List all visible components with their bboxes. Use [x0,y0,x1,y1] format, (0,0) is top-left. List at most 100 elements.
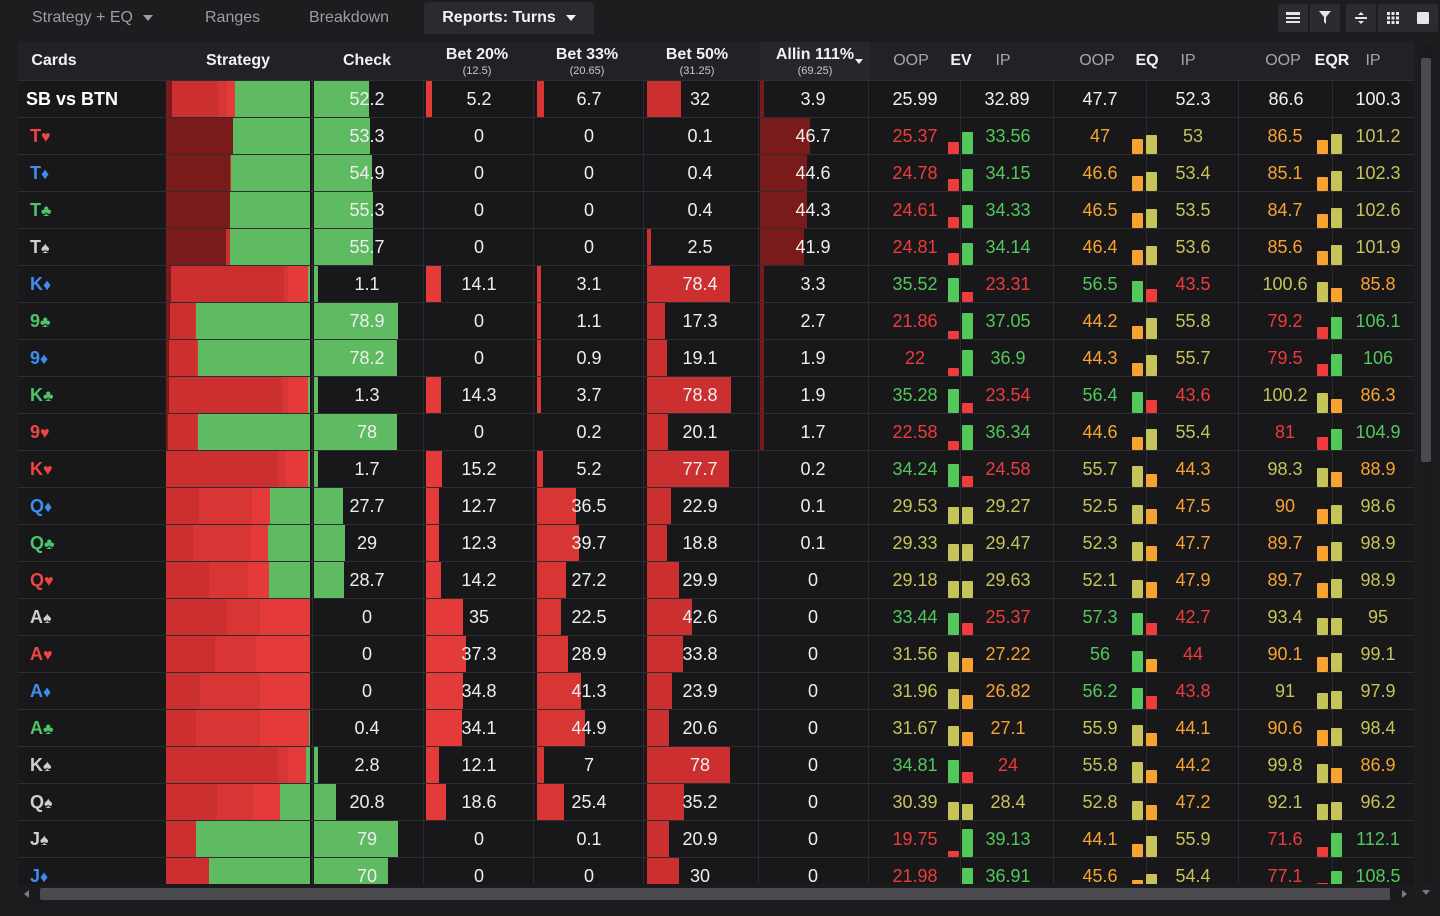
ip-share-bar [1146,289,1157,302]
eq-ip-value: 44 [1182,644,1204,664]
scroll-right-icon[interactable] [1402,890,1407,898]
suit-spades-icon: ♠ [41,240,50,257]
header-bet20[interactable]: Bet 20% (12.5) [424,42,530,80]
filter-button[interactable] [1310,4,1340,32]
strategy-segment-bet33 [282,377,288,413]
table-row[interactable]: K♣ 1.3 14.3 3.7 78.8 1.9 35.28 23.54 56.4 43.6 100… [18,376,1414,413]
table-row[interactable]: T♣ 55.3 0 0 0.4 44.3 24.61 34.33 46.5 53.5 84.7 102… [18,191,1414,228]
header-allin[interactable]: Allin 111% (69.25) [760,42,870,80]
column-divider [533,266,534,302]
header-eqr-ip[interactable]: IP [1358,42,1388,80]
sort-desc-icon[interactable] [855,59,863,64]
square-view-button[interactable] [1408,4,1438,32]
column-divider [1053,414,1054,450]
column-divider [312,340,313,376]
strategy-segment-bet50 [171,81,218,117]
eq-ip-value: 44.1 [1175,718,1211,738]
table-row[interactable]: J♠ 79 0 0.1 20.9 0 19.75 39.13 44.1 55.9 71.6 112.1 [18,820,1414,857]
table-row[interactable]: A♥ 0 37.3 28.9 33.8 0 31.56 27.22 56 44 90.1 99.1 [18,635,1414,672]
header-eq-oop[interactable]: OOP [1074,42,1120,80]
header-bet33[interactable]: Bet 33% (20.65) [534,42,640,80]
header-strategy[interactable]: Strategy [166,42,310,80]
column-divider [533,377,534,413]
table-row[interactable]: K♠ 2.8 12.1 7 78 0 34.81 24 55.8 44.2 99.8 86.9 [18,746,1414,783]
header-eqr[interactable]: EQR [1314,42,1350,80]
column-divider [423,303,424,339]
suit-hearts-icon: ♥ [43,462,53,479]
column-divider [868,747,869,783]
strategy-segment-check [209,858,310,884]
strategy-segment-bet20 [288,266,309,302]
horizontal-scrollbar[interactable] [18,884,1414,904]
header-check[interactable]: Check [314,42,420,80]
scroll-down-icon[interactable] [1422,890,1430,895]
allin-value: 0 [807,866,818,884]
header-bet50[interactable]: Bet 50% (31.25) [644,42,750,80]
column-divider [960,821,961,857]
table-row[interactable]: A♠ 0 35 22.5 42.6 0 33.44 25.37 57.3 42.7 93.4 95 [18,598,1414,635]
eqr-ip-value: 98.4 [1360,718,1396,738]
bet50-value: 0.4 [687,200,713,220]
column-divider [423,858,424,884]
header-ev-ip[interactable]: IP [988,42,1018,80]
vertical-scrollbar[interactable] [1418,44,1434,895]
scroll-left-icon[interactable] [24,890,29,898]
table-row[interactable]: K♥ 1.7 15.2 5.2 77.7 0.2 34.24 24.58 55.7 44.3 98.… [18,450,1414,487]
table-view-button[interactable] [1278,4,1308,32]
strategy-segment-bet33 [193,525,251,561]
check-frequency-bar [314,118,370,154]
column-divider [312,562,313,598]
vertical-scroll-thumb[interactable] [1421,58,1431,462]
eq-ip-value: 53.6 [1175,237,1211,257]
table-row[interactable]: K♦ 1.1 14.1 3.1 78.4 3.3 35.52 23.31 56.5 43.5 100… [18,265,1414,302]
column-divider [1053,599,1054,635]
eqr-ip-value: 104.9 [1355,422,1401,442]
table-row[interactable]: A♣ 0.4 34.1 44.9 20.6 0 31.67 27.1 55.9 44.1 90.6 9… [18,709,1414,746]
horizontal-scroll-thumb[interactable] [40,888,1390,900]
tab-strategy-eq[interactable]: Strategy + EQ [32,2,172,34]
column-divider [533,155,534,191]
table-row[interactable]: T♠ 55.7 0 0 2.5 41.9 24.81 34.14 46.4 53.6 85.6 101… [18,228,1414,265]
layout-toggle-button[interactable] [1346,4,1376,32]
column-divider [1238,266,1239,302]
eqr-ip-value: 98.6 [1360,496,1396,516]
column-divider [643,303,644,339]
column-divider [1053,673,1054,709]
header-eq[interactable]: EQ [1130,42,1164,80]
header-ev[interactable]: EV [944,42,978,80]
tab-reports-turns[interactable]: Reports: Turns [424,2,594,34]
strategy-segment-allin [166,81,172,117]
table-row[interactable]: Q♠ 20.8 18.6 25.4 35.2 0 30.39 28.4 52.8 47.2 92.1… [18,783,1414,820]
header-eq-ip[interactable]: IP [1173,42,1203,80]
column-divider [533,636,534,672]
table-row[interactable]: T♦ 54.9 0 0 0.4 44.6 24.78 34.15 46.6 53.4 85.1 102… [18,154,1414,191]
header-eqr-oop[interactable]: OOP [1260,42,1306,80]
table-row[interactable]: Q♥ 28.7 14.2 27.2 29.9 0 29.18 29.63 52.1 47.9 89.… [18,561,1414,598]
column-divider [643,710,644,746]
table-row[interactable]: J♦ 70 0 0 30 0 21.98 36.91 45.6 54.4 77.1 108.5 [18,857,1414,884]
tab-ranges[interactable]: Ranges [205,2,275,34]
grid-view-button[interactable] [1378,4,1408,32]
table-row[interactable]: T♥ 53.3 0 0 0.1 46.7 25.37 33.56 47 53 86.5 101.2 [18,117,1414,154]
column-divider [868,192,869,228]
header-cards[interactable]: Cards [18,42,90,80]
table-row[interactable]: A♦ 0 34.8 41.3 23.9 0 31.96 26.82 56.2 43.8 91 97.9 [18,672,1414,709]
column-divider [1053,858,1054,884]
table-row[interactable]: Q♦ 27.7 12.7 36.5 22.9 0.1 29.53 29.27 52.5 47.5 9… [18,487,1414,524]
table-row[interactable]: 9♦ 78.2 0 0.9 19.1 1.9 22 36.9 44.3 55.7 79.5 106 [18,339,1414,376]
ip-share-bar [1331,429,1342,450]
column-divider [758,673,759,709]
table-row[interactable]: Q♣ 29 12.3 39.7 18.8 0.1 29.33 29.47 52.3 47.7 89.… [18,524,1414,561]
header-ev-oop[interactable]: OOP [888,42,934,80]
table-row[interactable]: 9♥ 78 0 0.2 20.1 1.7 22.58 36.34 44.6 55.4 81 104.9 [18,413,1414,450]
summary-row[interactable]: SB vs BTN 52.2 5.2 6.7 32 3.9 25.99 32.89 47.7 52… [18,80,1414,117]
strategy-segment-bet50 [166,562,210,598]
bet33-value: 0.1 [576,829,602,849]
oop-share-bar [948,142,959,154]
bet33-value: 27.2 [571,570,607,590]
card-label: 9♣ [30,303,51,339]
strategy-segment-bet33 [227,599,260,635]
eqr-ip-value: 101.2 [1355,126,1401,146]
tab-breakdown[interactable]: Breakdown [309,2,409,34]
table-row[interactable]: 9♣ 78.9 0 1.1 17.3 2.7 21.86 37.05 44.2 55.8 79.2 1… [18,302,1414,339]
